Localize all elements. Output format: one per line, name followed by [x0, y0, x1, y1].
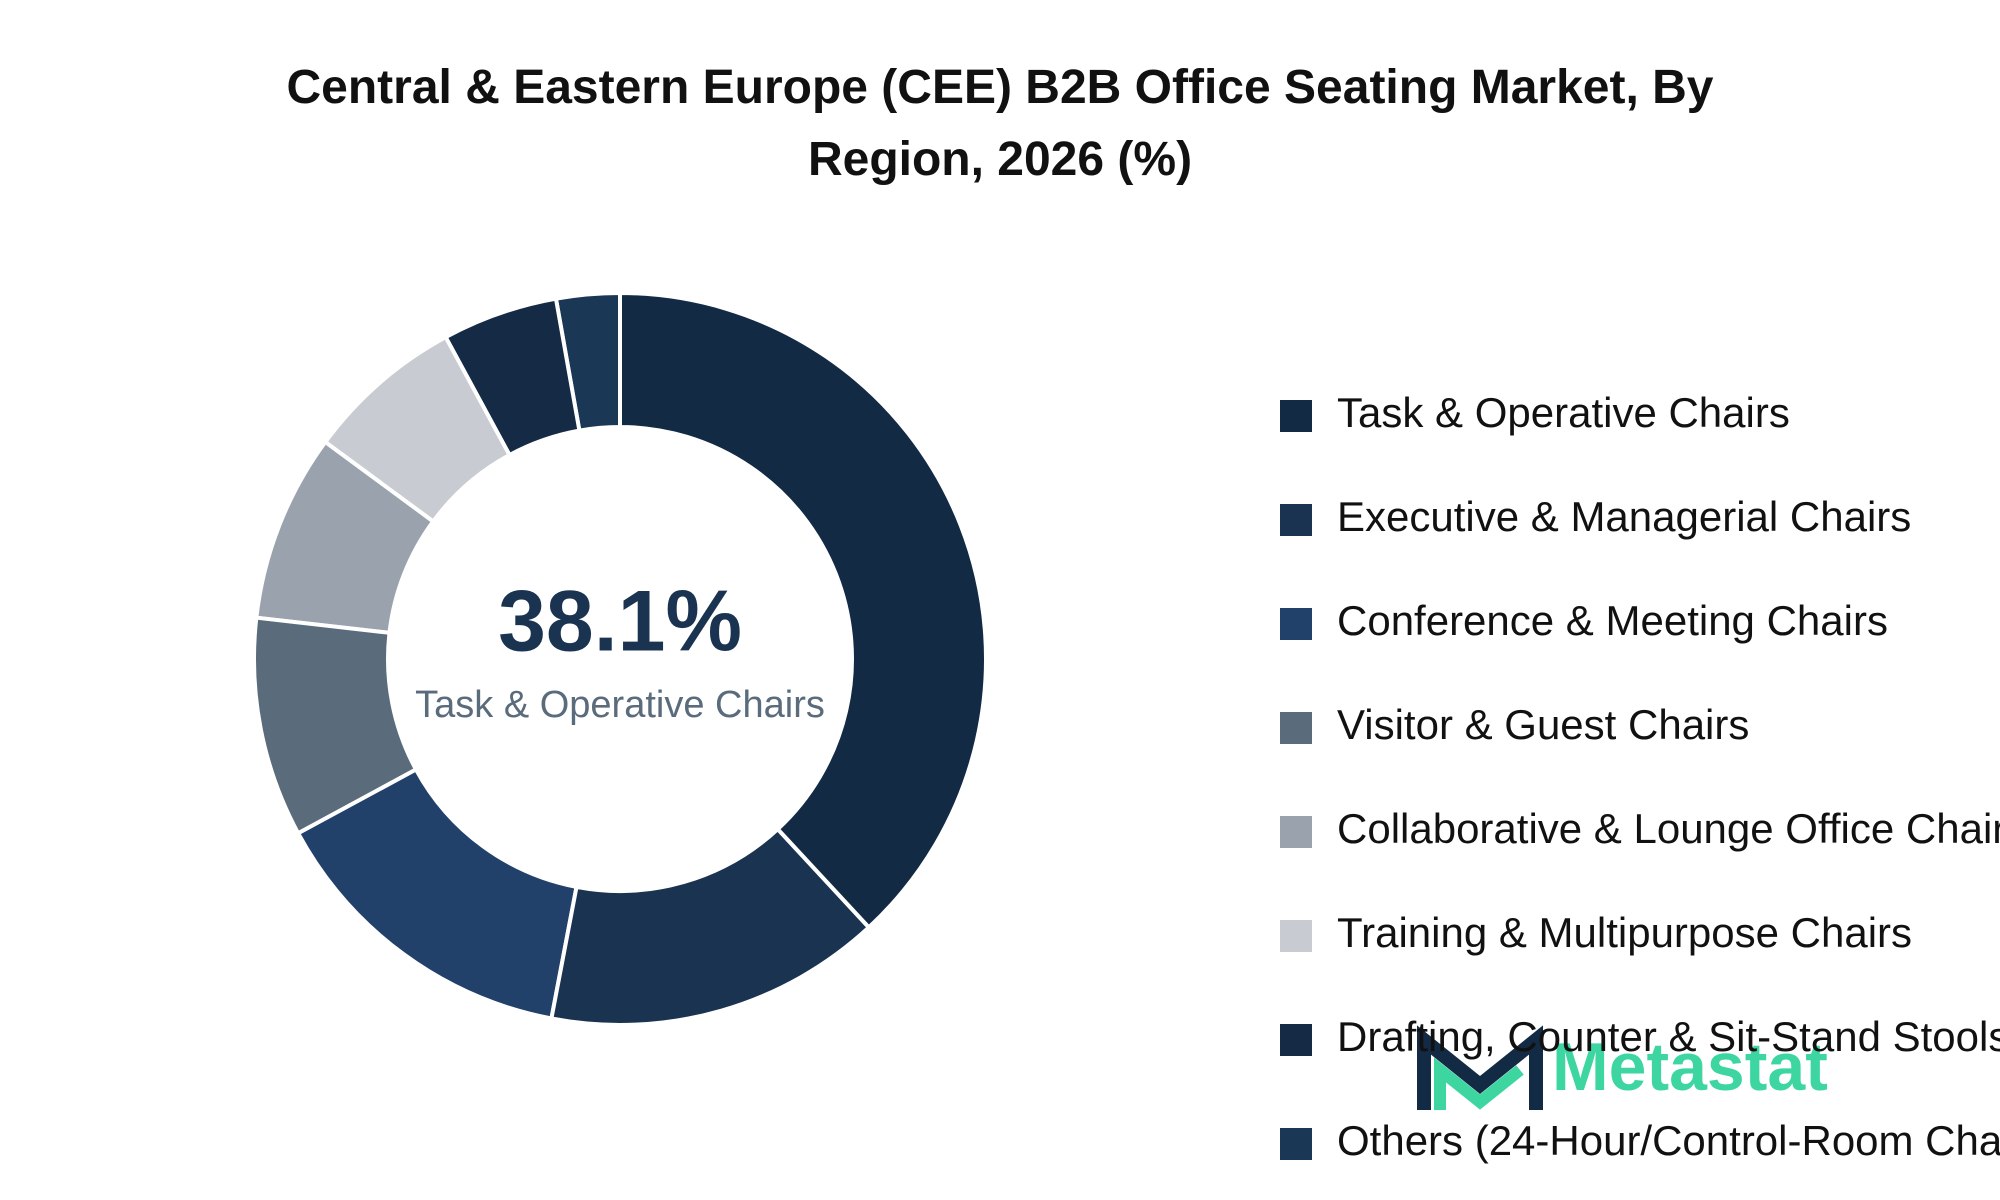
legend-label: Conference & Meeting Chairs: [1337, 597, 1888, 644]
legend-swatch: [1280, 920, 1312, 952]
legend-swatch: [1280, 608, 1312, 640]
legend-label: Task & Operative Chairs: [1337, 389, 1790, 436]
donut-segment: [549, 826, 872, 1027]
donut-segment: [254, 439, 436, 636]
legend-swatch: [1280, 1024, 1312, 1056]
donut-segment: [442, 296, 582, 458]
legend-label: Collaborative & Lounge Office Chairs: [1337, 805, 2000, 852]
logo-m: [1417, 1025, 1543, 1110]
legend-label: Visitor & Guest Chairs: [1337, 701, 1749, 748]
legend-swatch: [1280, 400, 1312, 432]
legend: Task & Operative Chairs Executive & Manag…: [1280, 389, 2000, 1164]
logo-m-accent: [1434, 1057, 1524, 1110]
legend-label: Executive & Managerial Chairs: [1337, 493, 1911, 540]
legend-label: Others (24-Hour/Control-Room Chairs): [1337, 1117, 2000, 1164]
donut-segment: [618, 290, 988, 931]
legend-swatch: [1280, 712, 1312, 744]
watermark-logo: [1417, 1025, 1543, 1110]
legend-swatch: [1280, 816, 1312, 848]
donut-segment: [252, 615, 419, 837]
center-value: 38.1%: [498, 574, 742, 670]
chart-title: Central & Eastern Europe (CEE) B2B Offic…: [286, 61, 1714, 186]
legend-swatch: [1280, 504, 1312, 536]
legend-label: Training & Multipurpose Chairs: [1337, 909, 1912, 956]
watermark: Metastat: [1552, 1029, 1828, 1105]
center-category: Task & Operative Chairs: [415, 684, 825, 726]
donut-segment: [295, 766, 579, 1021]
legend-label: Drafting, Counter & Sit-Stand Stools: [1337, 1013, 2000, 1060]
legend-swatch: [1280, 1128, 1312, 1160]
